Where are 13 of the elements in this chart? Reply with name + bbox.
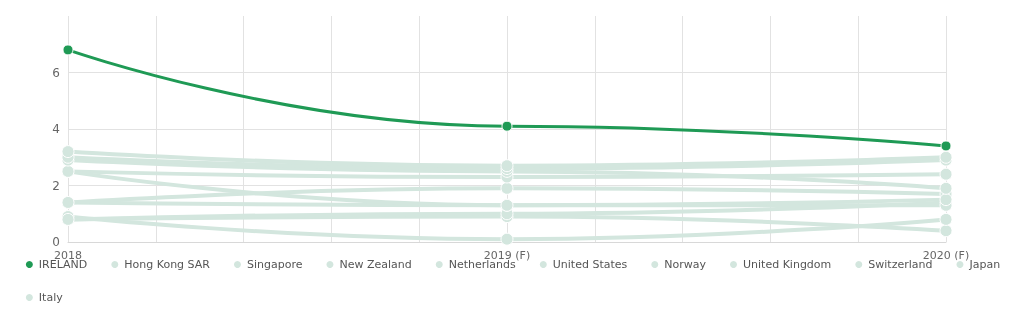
legend-label: Italy	[38, 291, 64, 304]
legend-label: Singapore	[246, 258, 303, 271]
legend-label: Hong Kong SAR	[124, 258, 211, 271]
y-tick-label: 0	[52, 235, 60, 249]
legend-label: Norway	[664, 258, 707, 271]
y-tick-label: 2	[52, 178, 60, 193]
legend-label: United States	[552, 258, 628, 271]
y-tick-label: 6	[52, 65, 60, 80]
legend-label: Japan	[968, 258, 1001, 271]
y-tick-label: 4	[52, 122, 60, 136]
legend-label: New Zealand	[339, 258, 412, 271]
legend-label: United Kingdom	[743, 258, 832, 271]
legend-label: Netherlands	[448, 258, 517, 271]
